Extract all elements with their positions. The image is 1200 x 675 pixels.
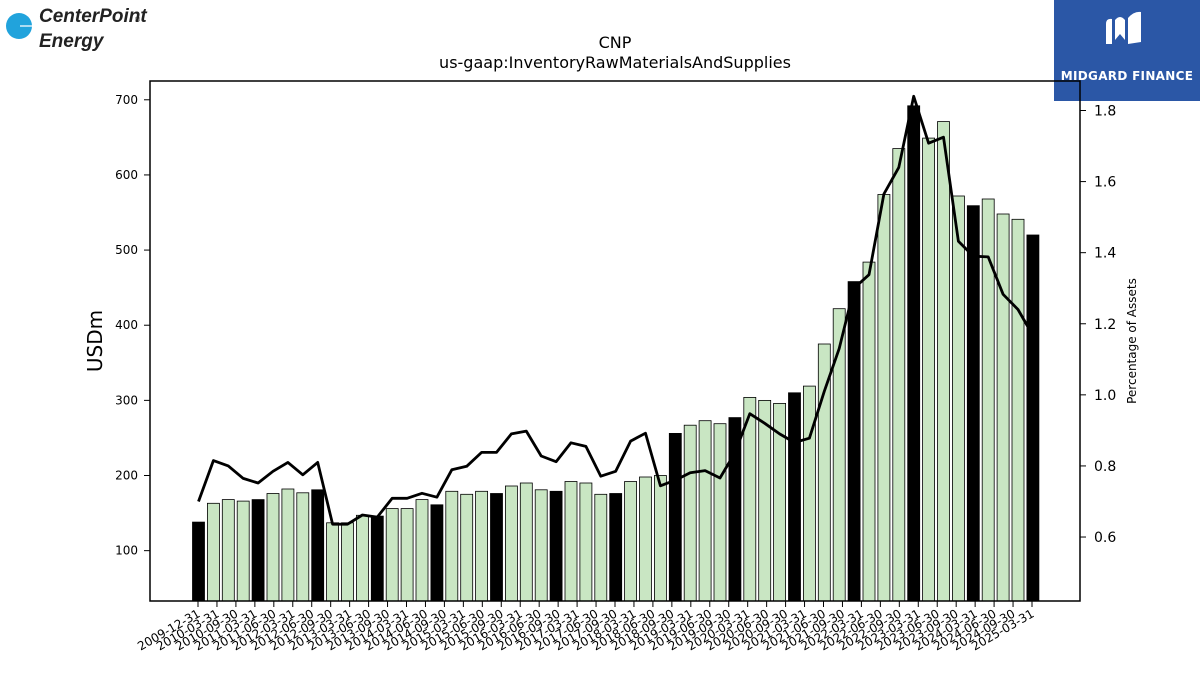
centerpoint-energy-logo: CenterPoint ® Energy — [4, 4, 154, 54]
bar-22 — [519, 482, 533, 602]
bar-13 — [385, 508, 399, 602]
bar-1 — [206, 502, 220, 602]
bar-29 — [624, 481, 637, 602]
bar-46 — [877, 194, 891, 602]
y-tick-label-3: 400 — [115, 318, 138, 332]
bar-5 — [266, 493, 280, 602]
y-tick-label-0: 100 — [115, 544, 138, 558]
logo-registered-mark: ® — [134, 16, 141, 24]
midgard-finance-logo: MIDGARD FINANCE — [1054, 0, 1200, 101]
bar-16 — [430, 504, 444, 602]
y2-tick-label-6: 1.8 — [1094, 104, 1116, 120]
bar-54 — [996, 213, 1010, 602]
line-percentage-of-assets — [197, 94, 1035, 526]
bar-38 — [758, 399, 772, 602]
bar-6 — [281, 488, 295, 602]
bar-19 — [475, 490, 489, 602]
bar-48 — [907, 105, 921, 602]
bar-25 — [564, 481, 578, 602]
bar-51 — [952, 195, 965, 602]
bar-52 — [966, 205, 980, 602]
bar-28 — [609, 493, 623, 602]
chart-subtitle: us-gaap:InventoryRawMaterialsAndSupplies — [439, 53, 791, 72]
y-tick-label-5: 600 — [115, 168, 138, 182]
bar-20 — [490, 493, 503, 602]
y-axis-left: 100 200 300 400 500 600 700 — [115, 93, 150, 558]
y2-tick-label-3: 1.2 — [1094, 317, 1116, 333]
y-tick-label-2: 300 — [115, 393, 138, 407]
y2-tick-label-2: 1.0 — [1094, 388, 1116, 404]
bar-34 — [698, 420, 712, 602]
y-tick-label-4: 500 — [115, 243, 138, 257]
bar-56 — [1026, 234, 1040, 602]
y2-axis-label: Percentage of Assets — [1125, 278, 1139, 404]
bar-40 — [788, 392, 801, 602]
bar-7 — [296, 492, 310, 602]
y-tick-label-1: 200 — [115, 469, 138, 483]
bar-44 — [847, 281, 861, 602]
bar-31 — [654, 475, 667, 602]
y2-tick-label-1: 0.8 — [1094, 459, 1116, 475]
line-series — [197, 94, 1035, 526]
bar-23 — [534, 489, 548, 602]
bar-24 — [549, 490, 563, 602]
bar-10 — [341, 522, 354, 602]
bar-26 — [579, 482, 593, 602]
logo-text-centerpoint: CenterPoint — [39, 6, 147, 27]
bar-41 — [803, 385, 816, 602]
y-tick-label-6: 700 — [115, 93, 138, 107]
bar-12 — [370, 515, 384, 602]
bar-45 — [862, 261, 876, 602]
centerpoint-logo-graphic: CenterPoint ® Energy — [6, 6, 147, 52]
bar-14 — [400, 508, 414, 602]
midgard-finance-label: MIDGARD FINANCE — [1060, 69, 1194, 83]
bar-55 — [1011, 218, 1025, 602]
bar-35 — [713, 423, 727, 602]
bar-49 — [922, 137, 935, 602]
bar-47 — [892, 148, 906, 602]
bar-series — [192, 105, 1040, 602]
midgard-logo-mark-icon — [1106, 11, 1141, 44]
bar-11 — [355, 514, 369, 602]
x-axis: 2009-12-312010-03-312010-09-302011-03-31… — [135, 601, 1037, 653]
bar-27 — [594, 493, 608, 602]
bar-18 — [460, 493, 474, 602]
y-axis-label: USDm — [83, 310, 107, 372]
y-axis-right: 0.6 0.8 1.0 1.2 1.4 1.6 1.8 — [1080, 104, 1116, 546]
bar-32 — [668, 432, 682, 602]
logo-text-energy: Energy — [39, 31, 105, 52]
bar-8 — [311, 489, 325, 602]
bar-30 — [639, 476, 652, 602]
bar-0 — [192, 521, 205, 602]
bar-21 — [504, 485, 518, 602]
bar-3 — [236, 500, 250, 602]
bar-15 — [415, 499, 429, 602]
bar-33 — [683, 424, 697, 602]
y2-tick-label-0: 0.6 — [1094, 530, 1116, 546]
y2-tick-label-5: 1.6 — [1094, 175, 1116, 191]
bar-17 — [445, 490, 459, 602]
y2-tick-label-4: 1.4 — [1094, 246, 1116, 262]
bar-50 — [937, 121, 950, 602]
chart-title: CNP — [599, 33, 632, 52]
bar-2 — [221, 499, 235, 602]
bar-4 — [251, 499, 265, 602]
bar-9 — [326, 522, 340, 602]
logo-circle-icon — [6, 13, 32, 39]
